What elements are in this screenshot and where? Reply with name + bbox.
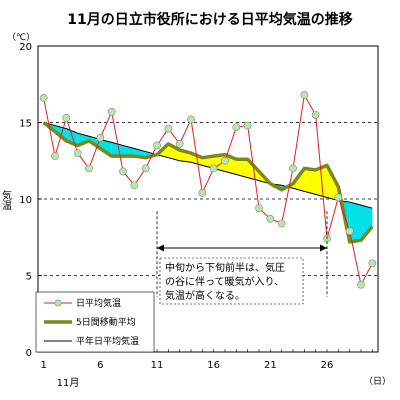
above-normal-fill (236, 159, 248, 178)
daily-mean-point (300, 91, 309, 99)
daily-mean-point (334, 193, 343, 202)
x-unit-label: （日） (364, 376, 391, 387)
daily-mean-point (85, 164, 93, 173)
daily-mean-point (73, 149, 82, 157)
daily-mean-point (119, 167, 127, 176)
y-axis-label: 気温 (0, 189, 12, 210)
x-axis-month-label: 11月 (57, 377, 80, 389)
annotation-line-2: の谷に伴って暖気が入り、 (165, 275, 284, 288)
daily-mean-point (62, 114, 71, 122)
above-normal-fill (304, 168, 316, 195)
daily-mean-point (153, 141, 161, 150)
daily-mean-line (43, 93, 373, 287)
above-normal-fill (168, 143, 180, 161)
daily-mean-point (243, 121, 252, 130)
moving-average-line (42, 121, 374, 244)
annotation-arrowhead-right (320, 244, 327, 252)
daily-mean-point (130, 181, 139, 190)
legend-daily-marker (54, 299, 62, 307)
below-normal-fill (77, 133, 89, 146)
daily-mean-point (232, 123, 241, 131)
y-unit-label: （℃） (7, 32, 35, 43)
annotation-box-frame (159, 257, 304, 305)
daily-mean-point (187, 115, 195, 124)
daily-mean-point (96, 133, 105, 142)
chart-title: 11月の日立市役所における日平均気温の推移 (67, 11, 352, 28)
x-tick-label: 26 (321, 360, 334, 371)
x-tick-label: 16 (207, 360, 220, 371)
below-normal-fill (100, 139, 112, 157)
daily-mean-point (368, 259, 377, 268)
daily-mean-point (289, 164, 297, 173)
daily-mean-point (255, 204, 263, 213)
x-tick-label: 11 (151, 360, 164, 371)
x-tick-label: 1 (40, 360, 46, 371)
y-tick-label: 10 (19, 195, 32, 206)
legend-moving-avg-label: 5日間移動平均 (76, 316, 136, 328)
daily-mean-point (51, 152, 59, 161)
daily-mean-point (357, 280, 365, 289)
x-tick-label: 21 (264, 360, 277, 371)
annotation-box: 中旬から下旬前半は、気圧 の谷に伴って暖気が入り、 気温が高くなる。 (159, 257, 304, 305)
daily-mean-point (198, 188, 207, 197)
daily-mean-point (345, 227, 354, 236)
daily-mean-point (175, 140, 184, 148)
legend-normal-label: 平年日平均気温 (76, 335, 139, 347)
legend-daily-label: 日平均気温 (76, 297, 121, 309)
daily-mean-point (221, 156, 229, 165)
below-normal-fill (349, 202, 361, 242)
daily-mean-point (209, 164, 218, 173)
daily-mean-point (107, 107, 116, 116)
daily-mean-point (164, 124, 173, 133)
y-tick-label: 15 (19, 119, 32, 130)
y-tick-label: 0 (26, 348, 32, 359)
y-tick-label: 20 (19, 42, 32, 53)
below-normal-fill (361, 205, 373, 241)
annotation-arrowhead-left (157, 244, 164, 252)
legend: 日平均気温 5日間移動平均 平年日平均気温 (35, 291, 155, 353)
daily-mean-point (39, 94, 48, 102)
x-tick-label: 6 (97, 360, 103, 371)
below-normal-fill (111, 142, 123, 157)
y-tick-label: 5 (26, 272, 32, 283)
above-normal-fill (202, 156, 214, 169)
annotation-line-3: 気温が高くなる。 (165, 289, 245, 302)
annotation-line-1: 中旬から下旬前半は、気圧 (165, 261, 285, 274)
daily-mean-point (266, 214, 275, 223)
daily-mean-point (311, 110, 320, 119)
daily-mean-point (277, 219, 286, 228)
daily-mean-point (141, 164, 150, 173)
